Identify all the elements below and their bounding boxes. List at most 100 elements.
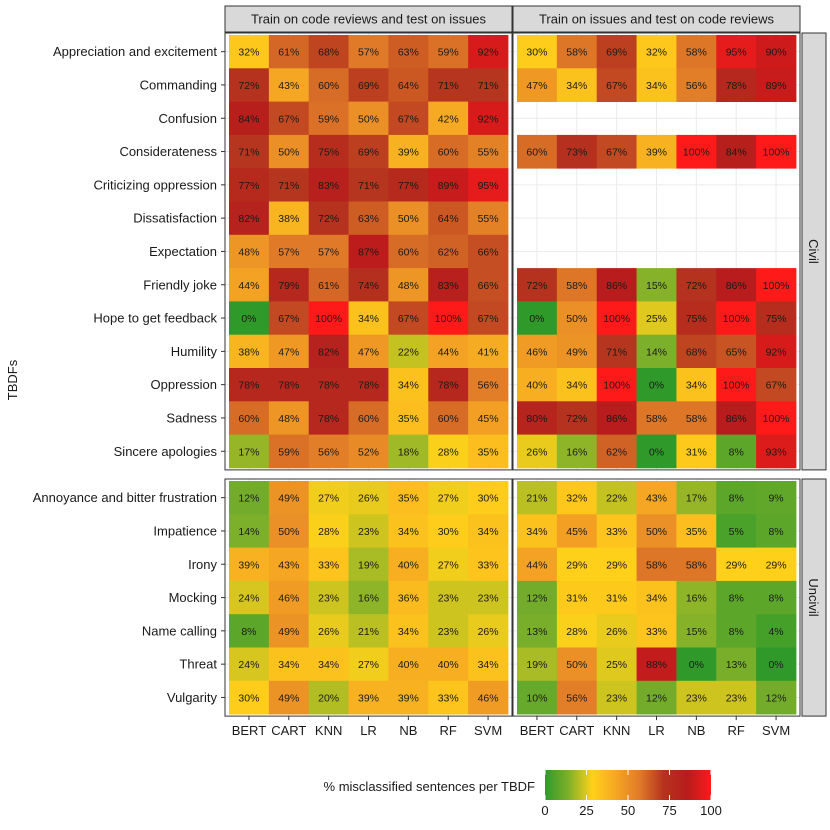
heatmap-cell — [308, 201, 349, 236]
cell-value-label: 16% — [358, 593, 379, 605]
cell-value-label: 40% — [398, 659, 419, 671]
heatmap-cell — [636, 401, 677, 435]
cell-value-label: 34% — [646, 80, 667, 92]
cell-value-label: 90% — [766, 47, 787, 59]
heatmap-cell — [268, 35, 310, 69]
column-facet-strip: Train on code reviews and test on issues — [224, 5, 513, 33]
cell-value-label: 23% — [438, 593, 459, 605]
cell-value-label: 8% — [241, 626, 256, 638]
x-tick-label-cart: CART — [271, 723, 306, 738]
cell-value-label: 61% — [278, 47, 299, 59]
cell-value-label: 15% — [686, 626, 707, 638]
cell-value-label: 71% — [438, 80, 459, 92]
heatmap-cell — [556, 580, 598, 615]
cell-value-label: 30% — [526, 47, 547, 59]
heatmap-cell — [676, 514, 717, 548]
heatmap-cell — [517, 401, 558, 435]
cell-value-label: 50% — [278, 526, 299, 538]
cell-value-label: 8% — [729, 626, 744, 638]
heatmap-cell — [229, 334, 270, 369]
heatmap-cell — [636, 35, 677, 69]
heatmap-cell — [348, 268, 389, 302]
heatmap-cell — [308, 334, 349, 369]
heatmap-cell — [308, 101, 349, 136]
heatmap-cell — [388, 101, 429, 136]
cell-value-label: 100% — [683, 147, 710, 159]
cell-value-label: 100% — [315, 313, 342, 325]
column-facet-label: Train on code reviews and test on issues — [251, 12, 487, 27]
heatmap-cell — [716, 547, 757, 582]
cell-value-label: 34% — [278, 659, 299, 671]
cell-value-label: 44% — [438, 346, 459, 358]
heatmap-cell — [596, 334, 637, 369]
cell-value-label: 50% — [646, 526, 667, 538]
cell-value-label: 27% — [318, 493, 339, 505]
cell-value-label: 23% — [438, 626, 459, 638]
cell-value-label: 49% — [566, 346, 587, 358]
heatmap-cell — [229, 647, 270, 682]
heatmap-cell — [468, 35, 509, 69]
heatmap-cell — [756, 614, 797, 648]
cell-value-label: 86% — [606, 280, 627, 292]
y-axis-title: TBDFs — [5, 359, 20, 400]
heatmap-cell — [716, 647, 757, 682]
cell-value-label: 23% — [726, 692, 747, 704]
cell-value-label: 34% — [646, 593, 667, 605]
cell-value-label: 47% — [526, 80, 547, 92]
cell-value-label: 68% — [686, 346, 707, 358]
heatmap-cell — [468, 401, 509, 435]
heatmap-cell — [596, 434, 637, 469]
cell-value-label: 58% — [566, 47, 587, 59]
cell-value-label: 78% — [358, 380, 379, 392]
heatmap-cell — [348, 434, 389, 469]
cell-value-label: 49% — [278, 692, 299, 704]
cell-value-label: 31% — [566, 593, 587, 605]
heatmap-cell — [636, 580, 677, 615]
heatmap-cell — [308, 368, 349, 402]
heatmap-cell — [676, 334, 717, 369]
cell-value-label: 13% — [526, 626, 547, 638]
row-label-hope-to-get-feedback: Hope to get feedback — [93, 311, 217, 326]
cell-value-label: 79% — [278, 280, 299, 292]
heatmap-cell — [468, 514, 509, 548]
cell-value-label: 33% — [318, 559, 339, 571]
cell-value-label: 60% — [438, 147, 459, 159]
heatmap-cell — [348, 481, 389, 515]
x-tick-label-svm: SVM — [474, 723, 502, 738]
heatmap-cell — [676, 134, 717, 169]
cell-value-label: 38% — [278, 213, 299, 225]
cell-value-label: 29% — [766, 559, 787, 571]
heatmap-cell — [756, 334, 797, 369]
cell-value-label: 43% — [278, 80, 299, 92]
column-facet-strip: Train on issues and test on code reviews — [512, 5, 801, 33]
heatmap-cell — [268, 647, 310, 682]
cell-value-label: 0% — [768, 659, 783, 671]
row-label-vulgarity: Vulgarity — [167, 690, 218, 705]
cell-value-label: 23% — [358, 526, 379, 538]
heatmap-cell — [348, 301, 389, 336]
heatmap-cell — [636, 614, 677, 648]
heatmap-cell — [268, 481, 310, 515]
heatmap-cell — [388, 680, 429, 715]
cell-value-label: 67% — [478, 313, 499, 325]
cell-value-label: 77% — [238, 180, 259, 192]
row-label-friendly-joke: Friendly joke — [143, 277, 217, 292]
heatmap-panel: 12% 49% 27% 26% 35% 27% 30% 14% 50% 28% 23% 34% 30% 3… — [224, 478, 513, 717]
cell-value-label: 25% — [606, 659, 627, 671]
heatmap-cell — [348, 334, 389, 369]
legend-title: % misclassified sentences per TBDF — [324, 779, 536, 794]
heatmap-cell — [428, 68, 469, 102]
heatmap-cell — [308, 547, 349, 582]
cell-value-label: 58% — [646, 413, 667, 425]
cell-value-label: 100% — [603, 380, 630, 392]
cell-value-label: 77% — [398, 180, 419, 192]
x-tick-label-lr: LR — [648, 723, 665, 738]
cell-value-label: 34% — [566, 80, 587, 92]
heatmap-cell — [756, 134, 797, 169]
cell-value-label: 23% — [478, 593, 499, 605]
heatmap-cell — [596, 680, 637, 715]
cell-value-label: 82% — [318, 346, 339, 358]
heatmap-cell — [388, 334, 429, 369]
cell-value-label: 80% — [526, 413, 547, 425]
cell-value-label: 8% — [768, 526, 783, 538]
